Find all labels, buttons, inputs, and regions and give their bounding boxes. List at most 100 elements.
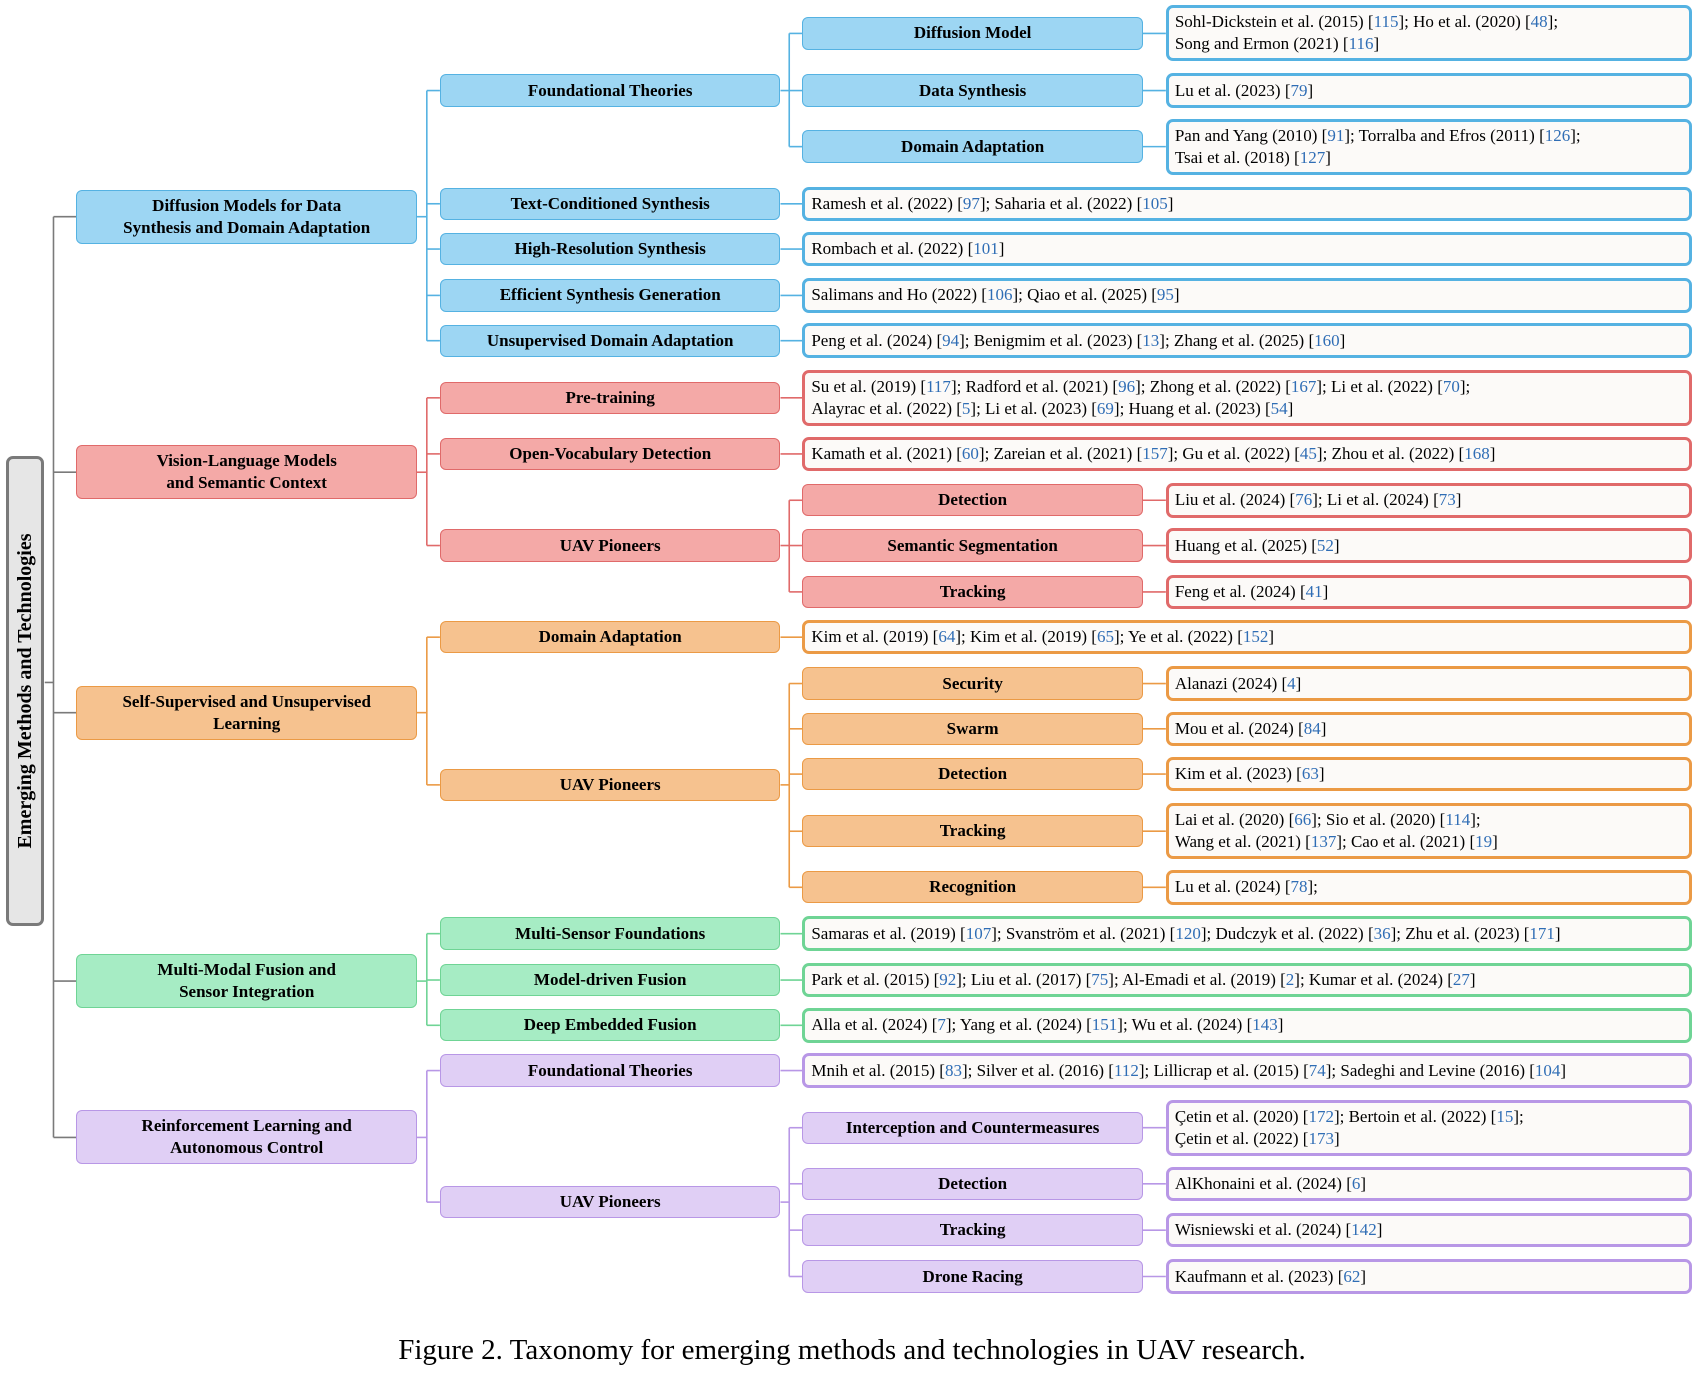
citation-link[interactable]: 142 [1351, 1220, 1377, 1240]
citation-text: ]; Huang et al. (2023) [ [1113, 398, 1271, 418]
citation-link[interactable]: 75 [1091, 970, 1109, 990]
citation-text: ] [1322, 581, 1329, 601]
citation-link[interactable]: 60 [961, 443, 979, 463]
citation-link[interactable]: 62 [1343, 1266, 1361, 1286]
citation-box: Kim et al. (2019) [64]; Kim et al. (2019… [802, 619, 1692, 655]
category-node: Reinforcement Learning and Autonomous Con… [76, 1110, 417, 1165]
citation-link[interactable]: 152 [1242, 627, 1269, 647]
citation-line: Lai et al. (2020) [66]; Sio et al. (2020… [1175, 809, 1683, 831]
citation-link[interactable]: 92 [939, 970, 957, 990]
citation-link[interactable]: 66 [1294, 810, 1312, 830]
citation-link[interactable]: 73 [1438, 490, 1456, 510]
citation-link[interactable]: 79 [1290, 80, 1308, 100]
citation-link[interactable]: 137 [1310, 832, 1337, 852]
citation-link[interactable]: 6 [1351, 1173, 1361, 1193]
citation-link[interactable]: 7 [937, 1015, 946, 1035]
citation-link[interactable]: 101 [973, 239, 999, 259]
citation-link[interactable]: 76 [1295, 490, 1313, 510]
citation-link[interactable]: 106 [986, 285, 1013, 305]
citation-link[interactable]: 83 [944, 1060, 962, 1080]
citation-text: ]; Silver et al. (2016) [ [961, 1060, 1114, 1080]
citation-link[interactable]: 48 [1530, 12, 1548, 32]
citation-line: Alayrac et al. (2022) [5]; Li et al. (20… [811, 398, 1683, 420]
citation-text: Wang et al. (2021) [ [1174, 832, 1311, 852]
citation-link[interactable]: 63 [1301, 764, 1319, 784]
citation-link[interactable]: 104 [1534, 1060, 1561, 1080]
citation-link[interactable]: 95 [1156, 285, 1174, 305]
citation-link[interactable]: 91 [1327, 125, 1345, 145]
citation-link[interactable]: 143 [1252, 1015, 1278, 1035]
citation-link[interactable]: 5 [961, 398, 971, 418]
citation-text: ]; Cao et al. (2021) [ [1336, 832, 1476, 852]
citation-text: ]; [1459, 376, 1471, 396]
category-node-label: Sensor Integration [179, 982, 315, 1002]
citation-line: Tsai et al. (2018) [127] [1175, 147, 1683, 169]
citation-link[interactable]: 172 [1308, 1106, 1334, 1126]
citation-text: ] [1277, 1015, 1284, 1035]
subcategory-node-label: Model-driven Fusion [533, 970, 687, 990]
citation-link[interactable]: 84 [1303, 718, 1321, 738]
citation-link[interactable]: 173 [1308, 1128, 1334, 1148]
citation-link[interactable]: 45 [1299, 443, 1317, 463]
subcategory-node-label: Foundational Theories [527, 1060, 693, 1080]
citation-link[interactable]: 167 [1290, 376, 1317, 396]
topic-node: Detection [802, 757, 1143, 791]
citation-box: Feng et al. (2024) [41] [1165, 574, 1692, 610]
citation-link[interactable]: 65 [1096, 627, 1114, 647]
citation-text: ]; Svanström et al. (2021) [ [991, 923, 1176, 943]
citation-link[interactable]: 74 [1308, 1060, 1326, 1080]
citation-link[interactable]: 19 [1475, 832, 1493, 852]
topic-node-label: Security [942, 673, 1003, 693]
citation-link[interactable]: 117 [926, 376, 951, 396]
citation-link[interactable]: 69 [1096, 398, 1114, 418]
citation-text: ]; Sadeghi and Levine (2016) [ [1325, 1060, 1535, 1080]
citation-link[interactable]: 41 [1305, 581, 1323, 601]
citation-box: Sohl-Dickstein et al. (2015) [115]; Ho e… [1165, 5, 1692, 62]
citation-link[interactable]: 70 [1442, 376, 1460, 396]
citation-link[interactable]: 4 [1287, 673, 1296, 693]
citation-link[interactable]: 36 [1373, 923, 1391, 943]
citation-link[interactable]: 27 [1452, 970, 1470, 990]
citation-text: ] [1360, 1173, 1367, 1193]
citation-link[interactable]: 168 [1464, 443, 1490, 463]
citation-text: Lu et al. (2024) [ [1174, 877, 1291, 897]
citation-link[interactable]: 114 [1445, 810, 1471, 830]
citation-line: Çetin et al. (2022) [173] [1175, 1128, 1683, 1150]
citation-link[interactable]: 115 [1373, 12, 1399, 32]
citation-link[interactable]: 171 [1529, 923, 1555, 943]
citation-link[interactable]: 94 [942, 330, 960, 350]
citation-line: Park et al. (2015) [92]; Liu et al. (201… [811, 969, 1683, 991]
citation-text: ] [1376, 1220, 1383, 1240]
citation-text: Mnih et al. (2015) [ [811, 1060, 945, 1080]
citation-link[interactable]: 15 [1496, 1106, 1514, 1126]
citation-box: Rombach et al. (2022) [101] [802, 231, 1692, 267]
citation-link[interactable]: 151 [1091, 1015, 1118, 1035]
citation-link[interactable]: 120 [1175, 923, 1201, 943]
citation-link[interactable]: 64 [938, 627, 956, 647]
subcategory-node-label: UAV Pioneers [559, 535, 661, 555]
subcategory-node: Unsupervised Domain Adaptation [439, 324, 781, 357]
topic-node-label: Interception and Countermeasures [845, 1117, 1100, 1137]
citation-link[interactable]: 97 [962, 193, 980, 213]
citation-line: Song and Ermon (2021) [116] [1175, 33, 1683, 55]
citation-link[interactable]: 157 [1142, 443, 1168, 463]
citation-link[interactable]: 127 [1299, 147, 1326, 167]
citation-link[interactable]: 112 [1113, 1060, 1139, 1080]
citation-link[interactable]: 2 [1285, 970, 1295, 990]
citation-link[interactable]: 107 [965, 923, 992, 943]
citation-link[interactable]: 78 [1290, 877, 1308, 897]
citation-text: Çetin et al. (2022) [ [1174, 1128, 1309, 1148]
citation-link[interactable]: 105 [1142, 193, 1168, 213]
citation-text: Tsai et al. (2018) [ [1174, 147, 1300, 167]
citation-text: ]; Kumar et al. (2024) [ [1294, 970, 1453, 990]
citation-link[interactable]: 13 [1142, 330, 1160, 350]
citation-text: Lai et al. (2020) [ [1174, 810, 1295, 830]
citation-link[interactable]: 52 [1316, 535, 1334, 555]
citation-link[interactable]: 54 [1270, 398, 1288, 418]
citation-link[interactable]: 116 [1348, 34, 1374, 54]
citation-link[interactable]: 160 [1314, 330, 1340, 350]
citation-link[interactable]: 126 [1544, 125, 1571, 145]
citation-link[interactable]: 96 [1118, 376, 1136, 396]
citation-text: ] [1287, 398, 1294, 418]
